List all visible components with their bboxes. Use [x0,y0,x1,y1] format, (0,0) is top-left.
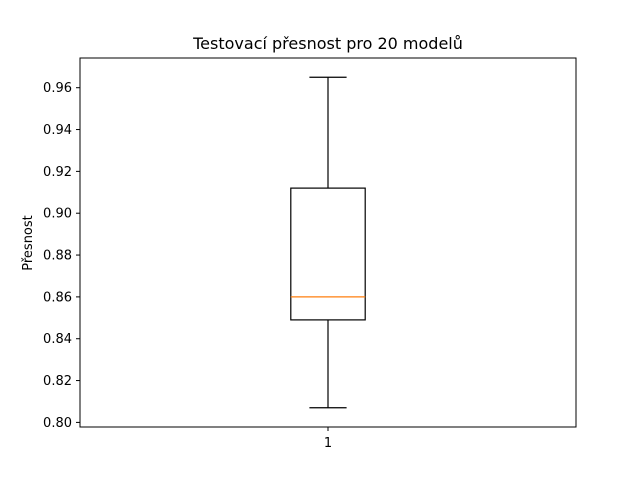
box-plot-group [290,76,366,409]
y-tick-label: 0.96 [43,81,72,96]
y-tick-label: 0.80 [43,416,72,431]
y-tick-label: 0.88 [43,249,72,264]
y-tick-label: 0.82 [43,374,72,389]
y-axis-ticks: 0.80 0.82 0.84 0.86 0.88 0.90 0.92 0.94 0.96 [43,81,80,431]
y-tick-label: 0.84 [43,332,72,347]
y-tick-label: 0.86 [43,290,72,305]
y-tick-label: 0.92 [43,165,72,180]
box-iqr [290,187,366,321]
y-axis-label: Přesnost [21,215,36,271]
chart-title: Testovací přesnost pro 20 modelů [192,34,463,53]
x-tick-label: 1 [324,436,332,451]
y-tick-label: 0.94 [43,123,72,138]
x-axis-ticks: 1 [324,427,332,451]
y-tick-label: 0.90 [43,207,72,222]
plot-area-frame [79,57,577,428]
